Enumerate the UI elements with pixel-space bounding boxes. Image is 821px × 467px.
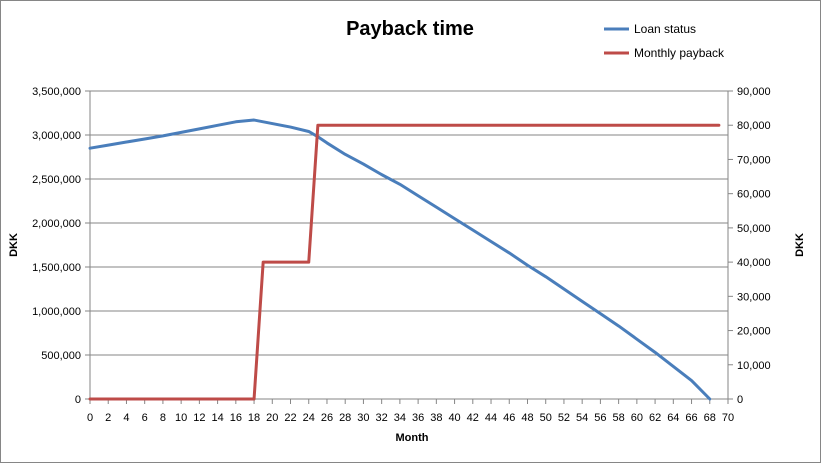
y-axis-title-right: DKK	[794, 233, 806, 257]
x-tick-label: 48	[521, 412, 533, 424]
x-tick-label: 70	[722, 412, 734, 424]
y-left-tick-label: 0	[75, 394, 81, 406]
axes	[85, 90, 733, 404]
y-left-tick-label: 3,000,000	[32, 130, 81, 142]
x-tick-label: 6	[142, 412, 148, 424]
x-tick-label: 12	[193, 412, 205, 424]
legend-item-monthly-payback: Monthly payback	[604, 46, 725, 60]
x-tick-label: 20	[266, 412, 278, 424]
x-tick-label: 60	[631, 412, 643, 424]
x-tick-label: 68	[704, 412, 716, 424]
x-axis-title: Month	[396, 432, 429, 444]
x-tick-label: 26	[321, 412, 333, 424]
y-right-tick-label: 20,000	[737, 326, 771, 338]
y-left-tick-label: 2,000,000	[32, 218, 81, 230]
legend-item-loan-status: Loan status	[604, 22, 696, 36]
y-left-tick-label: 1,500,000	[32, 262, 81, 274]
y-right-tick-label: 30,000	[737, 291, 771, 303]
x-tick-label: 58	[613, 412, 625, 424]
series-line-loan-status	[88, 118, 712, 401]
x-tick-label: 36	[412, 412, 424, 424]
x-tick-label: 66	[685, 412, 697, 424]
y-right-tick-label: 60,000	[737, 189, 771, 201]
y-right-tick-label: 50,000	[737, 223, 771, 235]
y-left-tick-label: 500,000	[41, 350, 81, 362]
x-tick-label: 0	[87, 412, 93, 424]
gridlines	[90, 90, 728, 356]
series-line-monthly-payback	[88, 123, 721, 401]
x-tick-label: 4	[123, 412, 129, 424]
legend-label-loan-status: Loan status	[634, 22, 696, 36]
x-tick-label: 64	[667, 412, 679, 424]
x-tick-label: 18	[248, 412, 260, 424]
legend: Loan status Monthly payback	[604, 22, 725, 60]
x-tick-label: 62	[649, 412, 661, 424]
x-tick-label: 30	[357, 412, 369, 424]
y-right-tick-label: 70,000	[737, 154, 771, 166]
x-tick-label: 10	[175, 412, 187, 424]
y-right-tick-label: 40,000	[737, 257, 771, 269]
x-tick-label: 40	[448, 412, 460, 424]
y-left-tick-label: 2,500,000	[32, 174, 81, 186]
y-right-tick-label: 0	[737, 394, 743, 406]
legend-label-monthly-payback: Monthly payback	[634, 46, 725, 60]
x-tick-label: 50	[540, 412, 552, 424]
x-tick-label: 28	[339, 412, 351, 424]
x-tick-label: 24	[303, 412, 315, 424]
x-tick-label: 22	[284, 412, 296, 424]
x-tick-label: 14	[211, 412, 223, 424]
x-tick-label: 44	[485, 412, 497, 424]
y-axis-title-left: DKK	[8, 233, 20, 257]
y-right-tick-label: 80,000	[737, 120, 771, 132]
x-tick-label: 8	[160, 412, 166, 424]
x-tick-label: 42	[467, 412, 479, 424]
x-tick-label: 32	[376, 412, 388, 424]
y-left-tick-label: 3,500,000	[32, 86, 81, 98]
x-tick-label: 16	[230, 412, 242, 424]
series-lines	[88, 118, 721, 401]
chart-title: Payback time	[346, 18, 474, 40]
x-tick-label: 54	[576, 412, 588, 424]
y-left-tick-label: 1,000,000	[32, 306, 81, 318]
x-tick-label: 34	[394, 412, 406, 424]
x-tick-label: 46	[503, 412, 515, 424]
x-tick-label: 56	[594, 412, 606, 424]
x-tick-label: 2	[105, 412, 111, 424]
x-tick-label: 52	[558, 412, 570, 424]
y-right-tick-label: 90,000	[737, 86, 771, 98]
y-right-tick-label: 10,000	[737, 360, 771, 372]
x-tick-label: 38	[430, 412, 442, 424]
tick-labels: 0 2 4 6 8 10 12 14 16 18 20 22 24 26 28 30 32 34 36 38 40 42 4…	[32, 86, 771, 424]
